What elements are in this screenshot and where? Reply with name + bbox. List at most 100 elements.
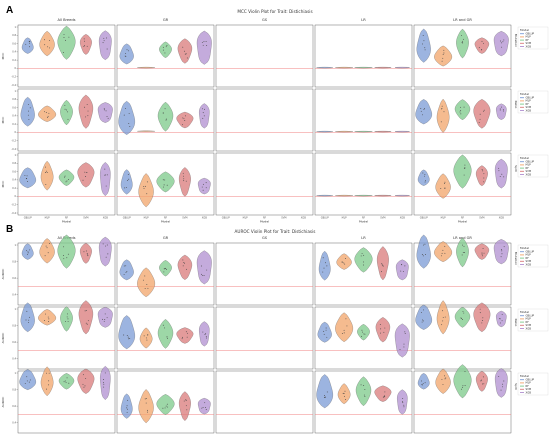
violin-gblup xyxy=(317,321,332,343)
x-tick-label: XGB xyxy=(202,217,207,220)
x-tick-label: RF xyxy=(263,217,267,220)
data-point xyxy=(162,407,164,409)
data-point xyxy=(444,183,445,185)
data-point xyxy=(500,256,502,258)
violin-gblup xyxy=(119,43,134,65)
data-point xyxy=(364,396,366,398)
data-point xyxy=(164,407,166,409)
data-point xyxy=(442,320,444,322)
data-point xyxy=(126,49,128,51)
data-point xyxy=(440,255,442,257)
violin-xgb xyxy=(394,130,410,133)
violin-xgb xyxy=(394,66,410,69)
data-point xyxy=(461,254,463,256)
data-point xyxy=(49,40,50,41)
data-point xyxy=(444,252,446,254)
data-point xyxy=(478,122,480,123)
y-tick-label: 1 xyxy=(14,308,16,311)
data-point xyxy=(442,57,444,59)
data-point xyxy=(360,384,362,386)
data-point xyxy=(464,252,465,254)
y-tick-label: -0.2 xyxy=(11,204,16,207)
violin-svm xyxy=(178,167,191,197)
data-point xyxy=(126,408,128,410)
violin-mlp xyxy=(435,368,451,394)
violin-xgb xyxy=(197,177,211,195)
violin-mlp xyxy=(435,173,451,199)
data-point xyxy=(84,40,85,42)
violin-rf xyxy=(157,101,174,132)
data-point xyxy=(63,255,64,256)
data-point xyxy=(461,388,462,390)
legend-item: GBLUP xyxy=(526,32,535,36)
data-point xyxy=(185,405,187,407)
legend-box xyxy=(517,372,549,396)
data-point xyxy=(165,405,167,407)
y-tick-label: 0.6 xyxy=(12,277,16,280)
data-point xyxy=(182,172,184,174)
data-point xyxy=(166,184,168,186)
violin-rf xyxy=(355,376,372,407)
x-tick-label: GBLUP xyxy=(123,217,131,220)
data-point xyxy=(423,109,425,111)
data-point xyxy=(463,38,464,40)
violin-mlp xyxy=(434,241,453,262)
data-point xyxy=(404,265,406,267)
legend-item: MLP xyxy=(526,253,532,257)
data-point xyxy=(184,262,185,264)
data-point xyxy=(46,372,47,374)
data-point xyxy=(442,54,444,55)
data-point xyxy=(444,181,446,183)
violin-svm xyxy=(475,370,488,392)
data-point xyxy=(403,404,405,406)
data-point xyxy=(183,118,185,120)
data-point xyxy=(48,380,50,382)
data-point xyxy=(67,313,68,315)
data-point xyxy=(27,252,29,254)
violin-gblup xyxy=(318,250,331,281)
data-point xyxy=(421,254,423,255)
data-point xyxy=(185,399,187,401)
data-point xyxy=(500,389,502,391)
data-point xyxy=(481,169,483,171)
data-point xyxy=(483,109,485,111)
data-point xyxy=(63,246,65,248)
data-point xyxy=(483,173,485,175)
y-tick-label: 0.8 xyxy=(12,324,16,327)
data-point xyxy=(384,327,386,329)
x-tick-label: MLP xyxy=(45,217,50,220)
data-point xyxy=(184,53,186,55)
data-point xyxy=(322,271,324,273)
data-point xyxy=(44,44,46,46)
data-point xyxy=(499,176,501,178)
violin-rf xyxy=(456,237,469,268)
data-point xyxy=(400,270,402,272)
data-point xyxy=(103,383,105,385)
data-point xyxy=(64,175,66,177)
violin-svm xyxy=(177,254,193,280)
data-point xyxy=(363,333,365,335)
data-point xyxy=(343,262,345,264)
data-point xyxy=(27,181,28,183)
legend-box xyxy=(517,26,549,50)
data-point xyxy=(46,172,48,174)
data-point xyxy=(127,174,129,176)
data-point xyxy=(144,275,146,277)
data-point xyxy=(128,178,130,180)
data-point xyxy=(482,383,484,385)
legend-title: Model xyxy=(520,28,529,32)
data-point xyxy=(423,244,425,246)
data-point xyxy=(125,107,126,109)
data-point xyxy=(444,378,446,380)
data-point xyxy=(125,271,127,273)
data-point xyxy=(182,124,183,126)
data-point xyxy=(323,330,325,332)
data-point xyxy=(202,108,203,110)
data-point xyxy=(28,110,30,112)
data-point xyxy=(423,320,424,322)
violin-rf xyxy=(156,171,175,193)
column-title: GR xyxy=(163,18,169,22)
x-tick-label: SVM xyxy=(182,217,187,220)
violin-gblup xyxy=(316,66,333,69)
